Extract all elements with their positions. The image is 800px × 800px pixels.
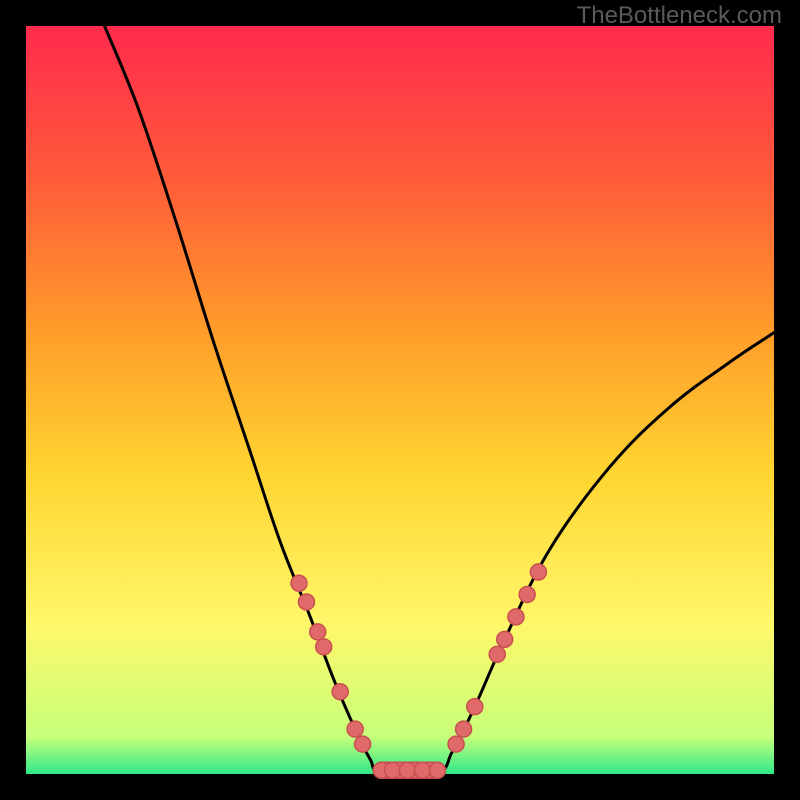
bottleneck-curve <box>105 26 774 774</box>
data-marker <box>448 736 464 752</box>
data-marker <box>497 631 513 647</box>
chart-stage: { "canvas": { "width": 800, "height": 80… <box>0 0 800 800</box>
data-marker <box>399 762 415 778</box>
data-marker <box>347 721 363 737</box>
data-marker <box>429 762 445 778</box>
data-marker <box>508 609 524 625</box>
data-marker <box>414 762 430 778</box>
data-marker <box>291 575 307 591</box>
data-marker <box>299 594 315 610</box>
data-marker <box>332 684 348 700</box>
data-marker <box>456 721 472 737</box>
data-marker <box>355 736 371 752</box>
data-marker <box>316 639 332 655</box>
data-marker <box>530 564 546 580</box>
chart-svg <box>0 0 800 800</box>
data-marker <box>519 586 535 602</box>
data-marker <box>467 699 483 715</box>
data-marker <box>385 762 401 778</box>
data-marker <box>310 624 326 640</box>
data-marker <box>489 646 505 662</box>
